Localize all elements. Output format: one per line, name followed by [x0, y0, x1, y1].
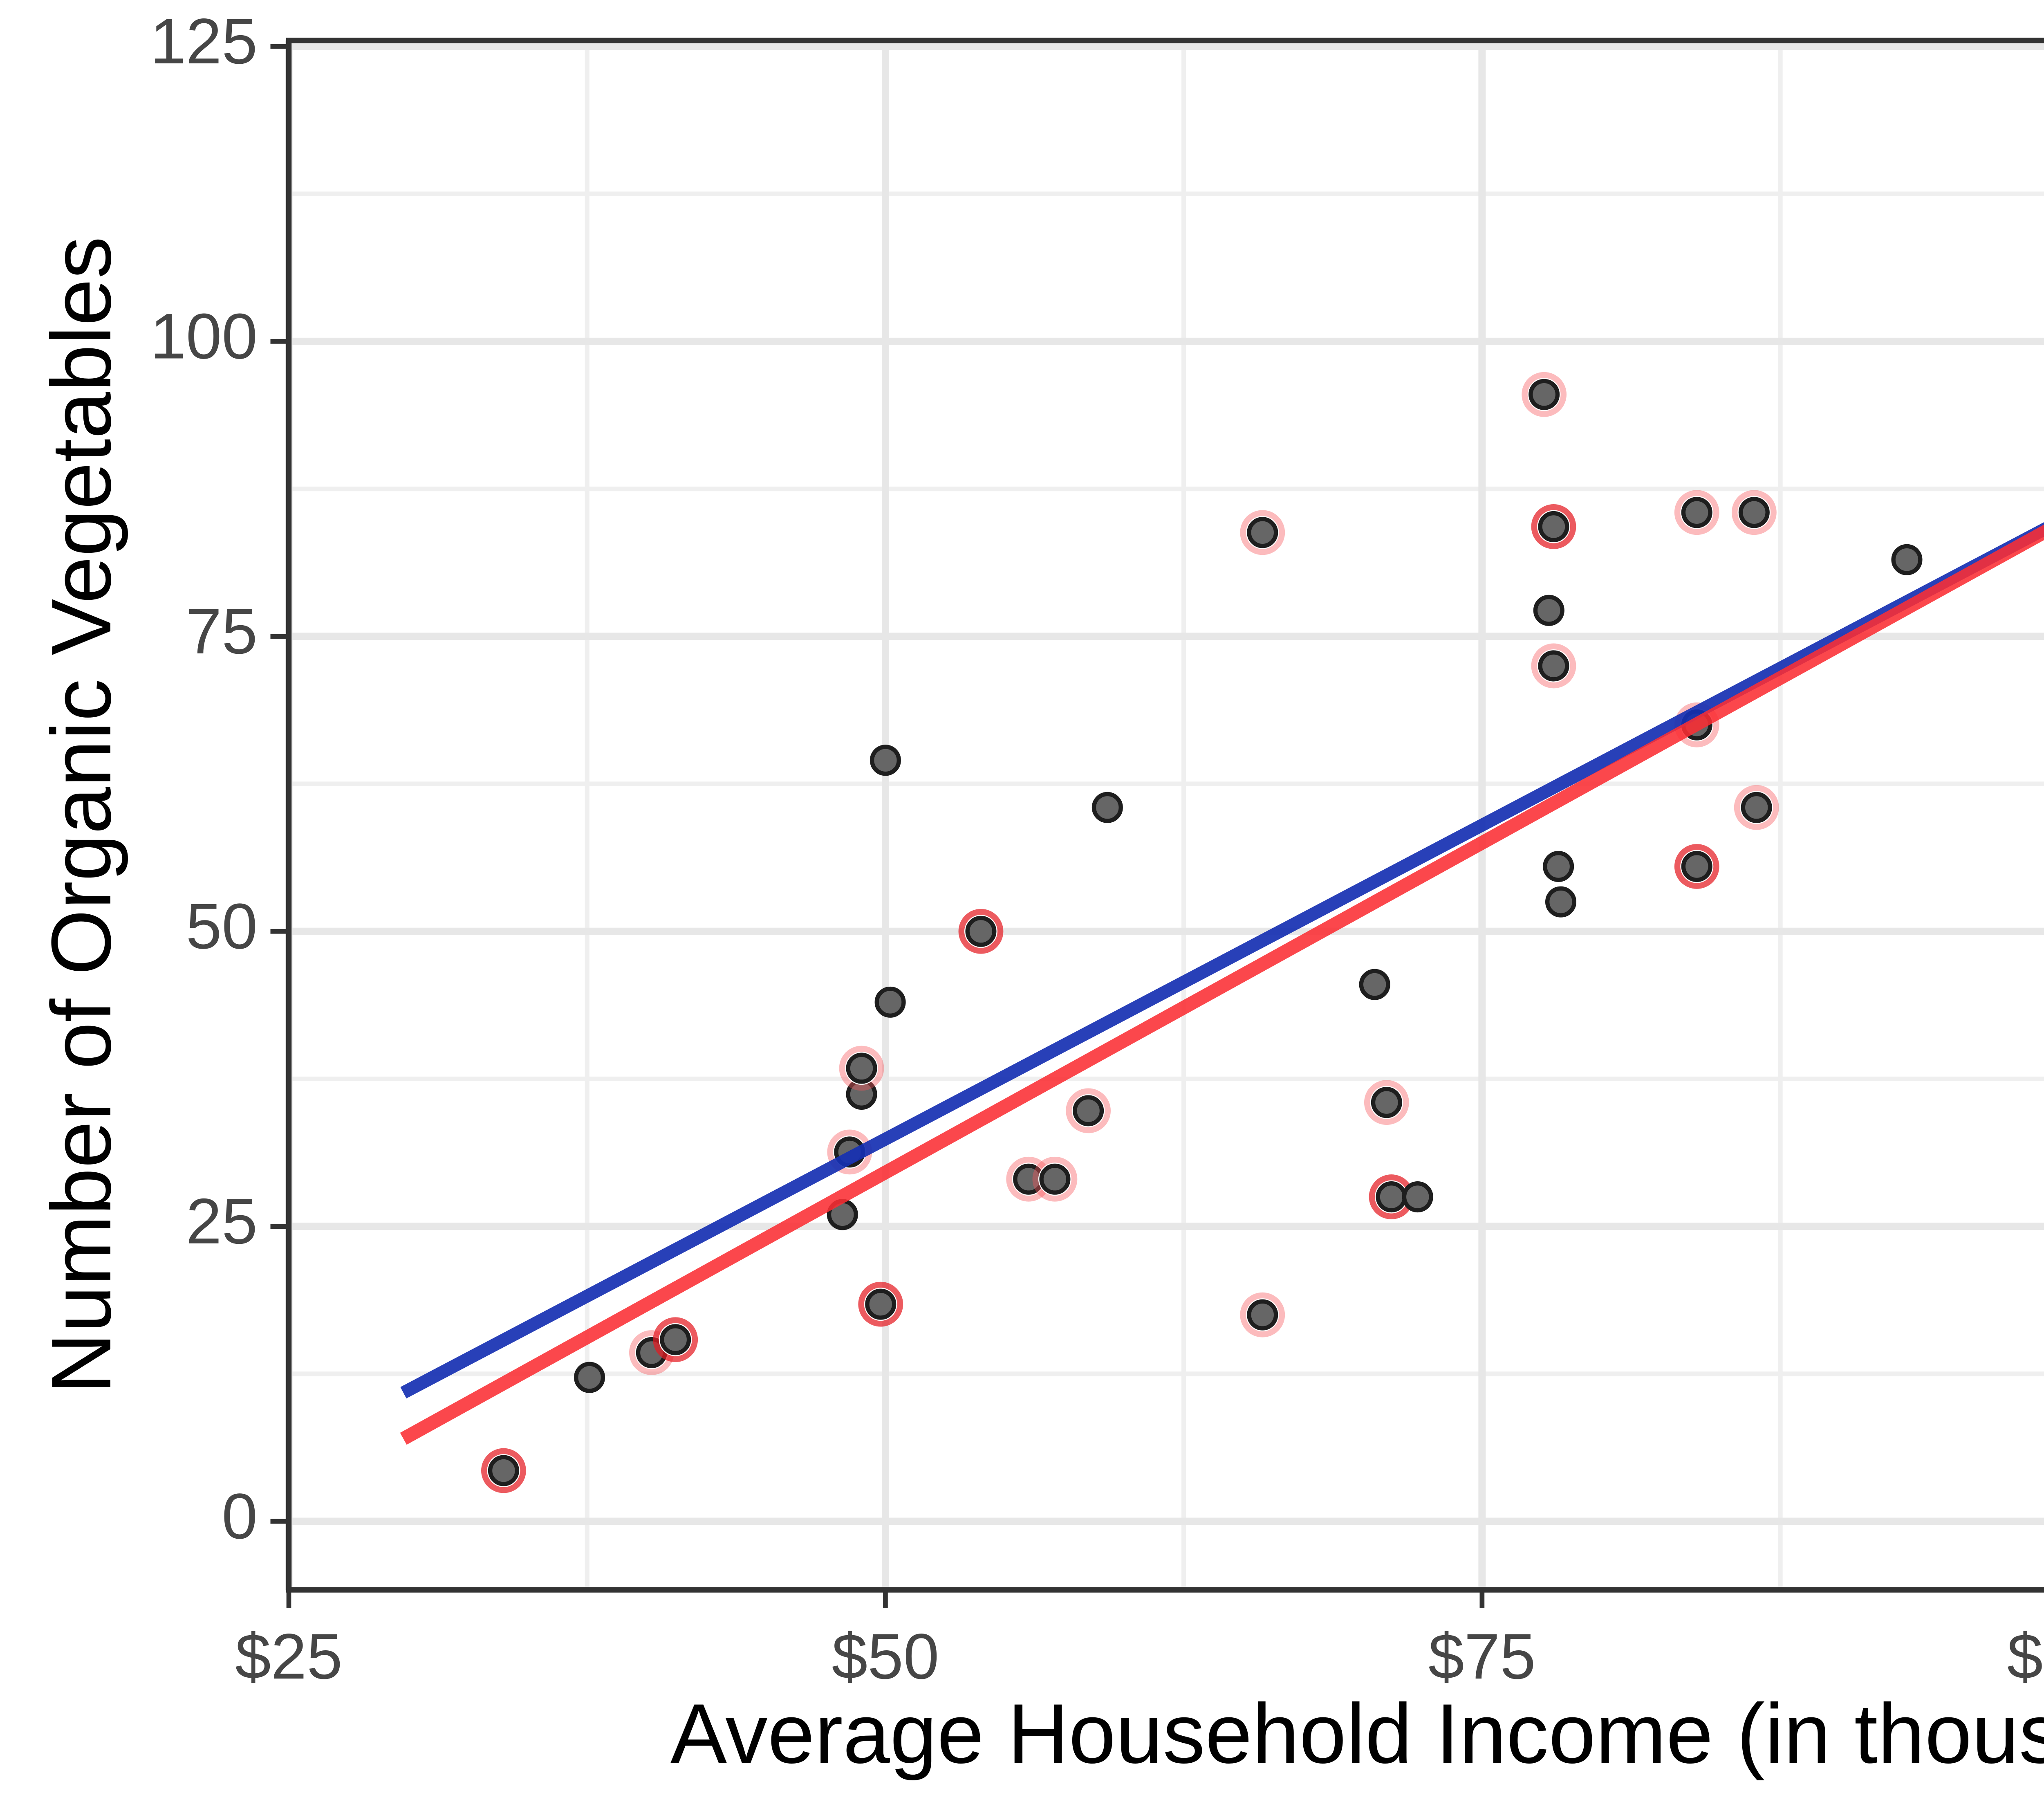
- data-point: [1094, 794, 1121, 821]
- data-point: [877, 989, 904, 1016]
- data-point: [1361, 971, 1388, 998]
- data-point: [1547, 889, 1574, 916]
- data-point: [1894, 546, 1921, 573]
- data-point: [1075, 1097, 1102, 1124]
- data-point: [1378, 1183, 1405, 1210]
- x-axis-title: Average Household Income (in thousands): [0, 1691, 2044, 1776]
- data-point: [1540, 513, 1567, 540]
- y-tick-label: 100: [150, 300, 258, 372]
- data-point: [968, 918, 995, 945]
- data-point: [1531, 381, 1558, 408]
- data-point: [1535, 597, 1562, 624]
- data-point: [1743, 794, 1770, 821]
- data-point: [872, 747, 899, 774]
- y-tick-label: 50: [186, 890, 258, 962]
- data-point: [662, 1326, 689, 1353]
- y-tick-label: 0: [222, 1480, 258, 1552]
- y-tick-label: 125: [150, 5, 258, 77]
- x-tick-label: $75: [1428, 1620, 1536, 1692]
- data-point: [1540, 653, 1567, 680]
- x-tick-label: $50: [832, 1620, 939, 1692]
- red-fit-line: [403, 124, 2044, 1439]
- data-point: [867, 1291, 894, 1318]
- data-point: [1249, 1302, 1276, 1329]
- data-point: [1404, 1183, 1431, 1210]
- blue-fit-line: [403, 141, 2044, 1393]
- data-point: [1683, 499, 1710, 526]
- y-tick-label: 25: [186, 1185, 258, 1257]
- data-point: [490, 1457, 517, 1484]
- data-point: [576, 1364, 603, 1391]
- data-point: [848, 1055, 875, 1082]
- x-tick-label: $25: [235, 1620, 343, 1692]
- y-tick-label: 75: [186, 595, 258, 667]
- data-point: [1373, 1089, 1400, 1116]
- x-tick-label: $100: [2007, 1620, 2044, 1692]
- data-point: [1042, 1166, 1069, 1193]
- data-point: [1741, 499, 1768, 526]
- data-point: [1683, 853, 1710, 880]
- data-point: [1545, 853, 1572, 880]
- data-point: [1249, 519, 1276, 546]
- y-axis-title: Number of Organic Vegetables: [39, 79, 123, 1551]
